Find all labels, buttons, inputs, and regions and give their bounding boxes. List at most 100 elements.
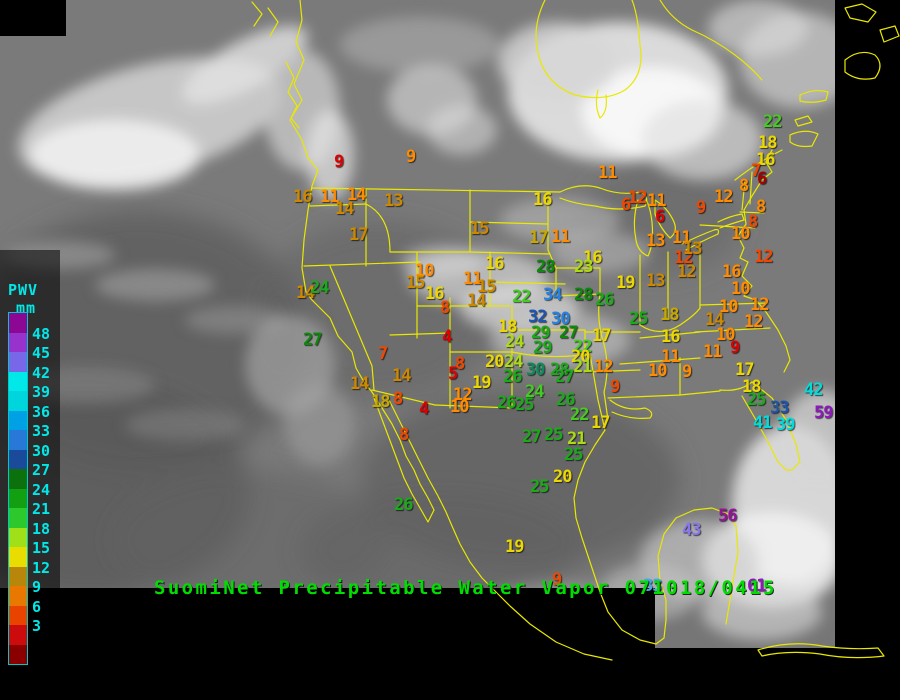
station-value: 14: [296, 283, 316, 303]
station-value: 12: [453, 385, 473, 405]
station-value: 16: [722, 262, 742, 282]
pwv-legend: PWV mm 48 45 42 39 36 33 30 27 24 21 18 15 12 9 6 3: [6, 281, 50, 665]
legend-swatch: [9, 488, 27, 508]
station-value: 17: [592, 326, 612, 346]
station-value: 8: [440, 298, 450, 318]
station-value: 39: [776, 415, 796, 435]
station-value: 27: [559, 323, 579, 343]
station-value: 27: [522, 427, 542, 447]
station-value: 15: [470, 219, 490, 239]
station-value: 18: [498, 317, 518, 337]
station-value: 34: [543, 285, 563, 305]
station-value: 15: [477, 277, 497, 297]
station-value: 21: [573, 357, 593, 377]
station-value: 12: [754, 247, 774, 267]
station-value: 27: [303, 330, 323, 350]
station-value: 25: [564, 445, 584, 465]
legend-swatch: [9, 547, 27, 567]
station-value: 13: [646, 231, 666, 251]
legend-swatch: [9, 391, 27, 411]
station-value: 9: [682, 362, 692, 382]
station-value: 17: [735, 360, 755, 380]
legend-swatch: [9, 625, 27, 645]
station-value: 14: [335, 199, 355, 219]
station-value: 33: [643, 576, 663, 596]
station-value: 17: [591, 413, 611, 433]
station-value: 4: [419, 399, 429, 419]
station-value: 7: [751, 161, 761, 181]
station-value: 9: [406, 147, 416, 167]
legend-label: 42: [32, 363, 51, 382]
station-value: 56: [718, 506, 738, 526]
station-value: 17: [529, 228, 549, 248]
station-value: 22: [570, 405, 590, 425]
station-value: 16: [485, 254, 505, 274]
station-value: 12: [628, 188, 648, 208]
station-value: 22: [512, 287, 532, 307]
station-value: 12: [744, 312, 764, 332]
legend-label: 9: [32, 578, 42, 596]
station-value: 12: [677, 262, 697, 282]
station-value: 43: [682, 520, 702, 540]
station-value: 16: [661, 327, 681, 347]
station-value: 8: [739, 176, 749, 196]
legend-heading: PWV: [8, 281, 39, 299]
legend-swatch: [9, 508, 27, 528]
station-value: 32: [528, 307, 548, 327]
station-value: 6: [621, 195, 631, 215]
legend-swatch: [9, 527, 27, 547]
station-value: 12: [674, 248, 694, 268]
station-value: 28: [550, 360, 570, 380]
station-value: 18: [371, 392, 391, 412]
station-value: 9: [552, 570, 562, 590]
station-value: 15: [406, 273, 426, 293]
legend-swatch: [9, 566, 27, 586]
station-value: 11: [703, 342, 723, 362]
legend-swatch: [9, 469, 27, 489]
station-value: 11: [320, 187, 340, 207]
station-value: 25: [515, 395, 535, 415]
station-value: 26: [497, 393, 517, 413]
station-value: 26: [595, 290, 615, 310]
station-value: 24: [525, 382, 545, 402]
legend-swatch: [9, 313, 27, 333]
station-value: 19: [616, 273, 636, 293]
station-value: 20: [571, 347, 591, 367]
station-value: 26: [556, 390, 576, 410]
legend-swatch: [9, 332, 27, 352]
station-value: 19: [472, 373, 492, 393]
station-value: 11: [551, 227, 571, 247]
legend-label: 15: [32, 539, 51, 557]
station-value: 30: [526, 360, 546, 380]
station-value: 10: [731, 224, 751, 244]
station-value: 13: [683, 239, 703, 259]
legend-label: 18: [32, 519, 51, 538]
station-value: 7: [378, 344, 388, 364]
station-value: 26: [394, 495, 414, 515]
station-value: 14: [467, 291, 487, 311]
station-value: 59: [814, 403, 834, 423]
station-value: 6: [655, 207, 665, 227]
legend-swatch: [9, 352, 27, 372]
station-value: 17: [349, 225, 369, 245]
station-value: 16: [756, 150, 776, 170]
station-value: 33: [770, 398, 790, 418]
station-value: 26: [503, 367, 523, 387]
legend-label: 27: [32, 461, 51, 479]
legend-label: 33: [32, 422, 51, 440]
station-value: 12: [714, 187, 734, 207]
station-value: 9: [334, 152, 344, 172]
legend-label: 48: [32, 324, 51, 343]
station-value: 19: [505, 537, 525, 557]
station-value: 12: [594, 357, 614, 377]
station-value: 5: [448, 364, 458, 384]
station-value: 6: [757, 169, 767, 189]
station-value: 41: [753, 413, 773, 433]
station-value: 11: [672, 228, 692, 248]
station-value: 4: [442, 327, 452, 347]
station-value: 13: [646, 271, 666, 291]
station-value: 18: [742, 377, 762, 397]
